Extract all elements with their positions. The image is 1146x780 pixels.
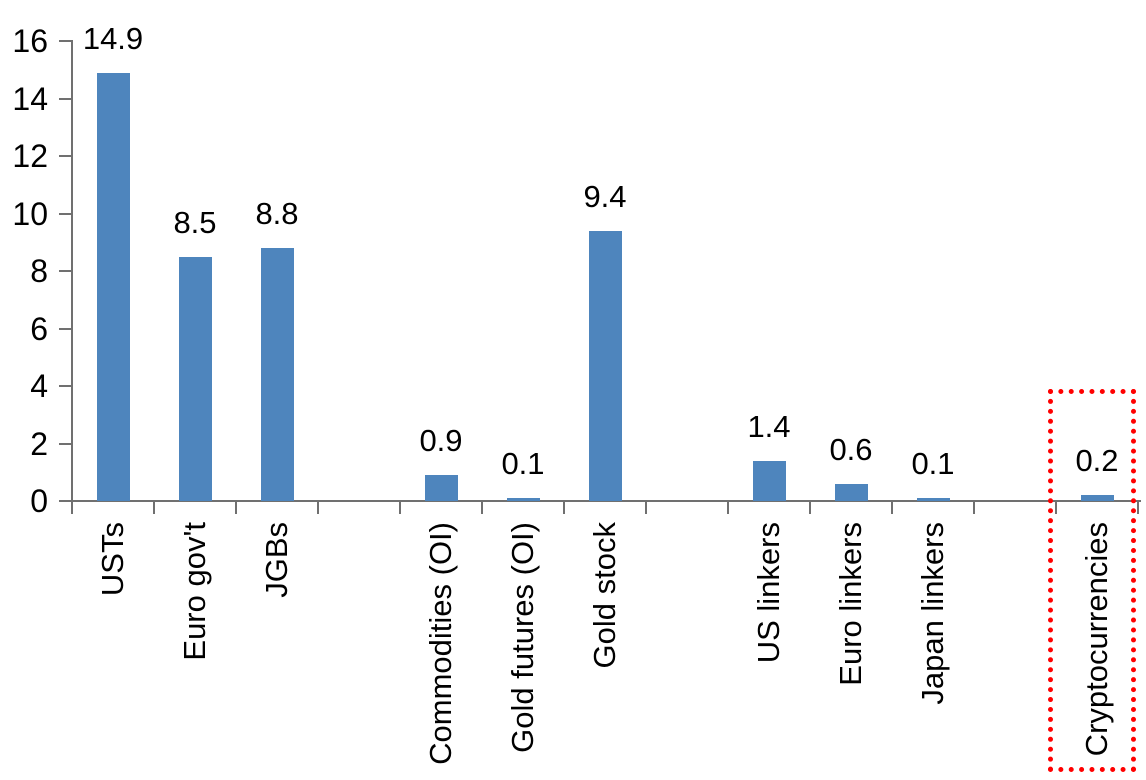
bar-japan-linkers [916, 498, 950, 501]
y-axis-tick [59, 270, 72, 272]
value-label-euro-linkers: 0.6 [829, 432, 873, 467]
x-axis-category-label-japan-linkers: Japan linkers [915, 522, 950, 705]
y-axis-tick [59, 385, 72, 387]
value-label-jgbs: 8.8 [255, 196, 299, 231]
x-axis-tick [317, 502, 319, 514]
y-axis-tick [59, 442, 72, 445]
x-axis-tick [399, 502, 401, 514]
highlight-box [1048, 389, 1136, 772]
x-axis-category-label-euro-gov-t: Euro gov't [177, 522, 212, 661]
value-label-cryptocurrencies: 0.2 [1075, 443, 1119, 478]
x-axis-tick [973, 502, 975, 514]
x-axis-tick [1137, 502, 1139, 514]
bar-gold-futures-oi [506, 498, 540, 501]
y-axis-tick-label: 14 [12, 80, 48, 117]
bar-usts [96, 73, 130, 501]
value-label-japan-linkers: 0.1 [911, 446, 955, 481]
x-axis-line [71, 500, 1141, 502]
bar-gold-stock [588, 231, 622, 501]
value-label-usts: 14.9 [82, 21, 144, 56]
x-axis-tick [1055, 502, 1057, 514]
y-axis-tick [59, 212, 72, 215]
x-axis-category-label-us-linkers: US linkers [751, 522, 786, 664]
x-axis-category-label-gold-stock: Gold stock [587, 522, 622, 669]
x-axis-tick [809, 502, 811, 514]
value-label-euro-gov-t: 8.5 [173, 205, 217, 240]
y-axis-tick [59, 40, 72, 42]
bar-cryptocurrencies [1080, 495, 1114, 501]
value-label-commodities-oi: 0.9 [419, 423, 463, 458]
y-axis-tick-label: 0 [30, 483, 48, 519]
x-axis-tick [153, 502, 155, 514]
y-axis-tick [59, 327, 72, 330]
x-axis-tick [71, 502, 73, 514]
x-axis-category-label-gold-futures-oi: Gold futures (OI) [505, 522, 540, 753]
bar-euro-linkers [834, 484, 868, 501]
y-axis-tick-label: 10 [12, 195, 48, 232]
y-axis-line [71, 40, 73, 502]
y-axis-tick-label: 12 [12, 138, 48, 174]
y-axis-tick [59, 155, 72, 157]
y-axis-tick [59, 97, 72, 100]
y-axis-tick [59, 500, 72, 502]
x-axis-tick [481, 502, 483, 514]
x-axis-tick [891, 502, 893, 514]
value-label-gold-futures-oi: 0.1 [501, 446, 545, 481]
bar-euro-gov-t [178, 257, 212, 501]
x-axis-category-label-jgbs: JGBs [259, 522, 294, 598]
x-axis-tick [563, 502, 565, 514]
y-axis-tick-label: 4 [30, 368, 48, 404]
x-axis-tick [645, 502, 647, 514]
x-axis-tick [727, 502, 729, 514]
y-axis-tick-label: 6 [30, 310, 48, 347]
y-axis-tick-label: 16 [12, 23, 48, 59]
x-axis-category-label-usts: USTs [95, 522, 130, 597]
x-axis-category-label-euro-linkers: Euro linkers [833, 522, 868, 686]
x-axis-category-label-cryptocurrencies: Cryptocurrencies [1079, 522, 1114, 757]
x-axis-category-label-commodities-oi: Commodities (OI) [423, 522, 458, 765]
x-axis-tick [235, 502, 237, 514]
y-axis-tick-label: 8 [30, 253, 48, 289]
bar-commodities-oi [424, 475, 458, 501]
y-axis-tick-label: 2 [30, 425, 48, 462]
bar-jgbs [260, 248, 294, 501]
value-label-us-linkers: 1.4 [747, 409, 791, 444]
bar-us-linkers [752, 461, 786, 501]
value-label-gold-stock: 9.4 [583, 179, 627, 214]
